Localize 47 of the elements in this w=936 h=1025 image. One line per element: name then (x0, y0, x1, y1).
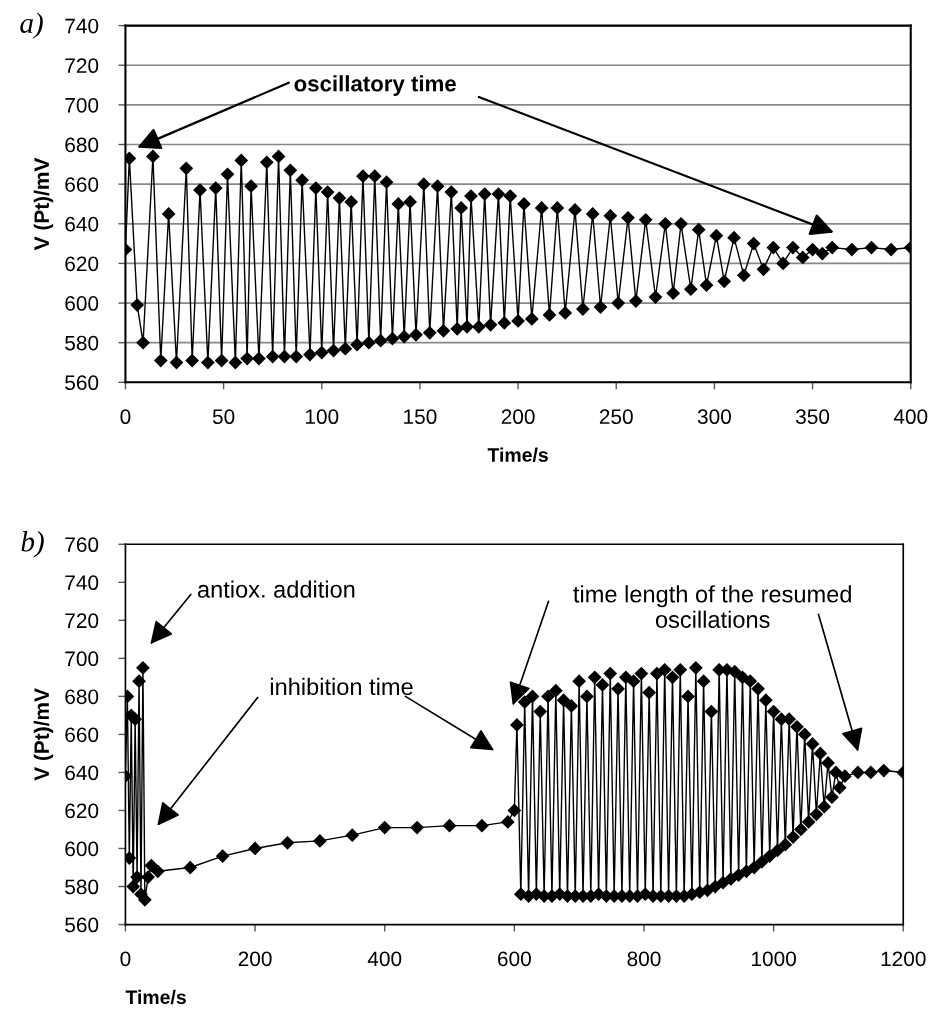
y-tick-label: 560 (65, 375, 99, 391)
x-tick-label: 300 (697, 409, 731, 425)
x-tick-label: 250 (599, 409, 633, 425)
x-tick-label: 800 (627, 951, 661, 967)
chart-title: b) (21, 531, 44, 558)
x-tick-label: 0 (120, 409, 131, 425)
x-tick-label: 150 (404, 409, 437, 425)
y-tick-label: 760 (65, 537, 99, 553)
y-axis-title: V (Pt)/mV (33, 157, 54, 251)
y-tick-label: 600 (65, 841, 99, 857)
x-tick-label: 50 (212, 409, 235, 425)
y-tick-label: 620 (65, 803, 99, 819)
y-tick-label: 660 (65, 177, 99, 192)
x-tick-label: 100 (305, 409, 339, 425)
y-tick-label: 560 (65, 917, 99, 933)
x-axis-title: Time/s (487, 447, 548, 463)
x-tick-label: 400 (893, 409, 928, 425)
y-tick-label: 640 (65, 216, 99, 232)
x-axis-title: Time/s (125, 989, 186, 1005)
y-tick-label: 740 (65, 575, 99, 591)
y-tick-label: 700 (65, 651, 99, 667)
y-tick-label: 740 (65, 18, 99, 34)
chart-title: a) (20, 12, 43, 39)
y-tick-label: 580 (65, 335, 99, 351)
y-tick-label: 680 (65, 689, 99, 705)
y-tick-label: 660 (65, 727, 99, 743)
x-tick-label: 1200 (881, 951, 926, 967)
y-tick-label: 700 (65, 97, 99, 113)
y-tick-label: 680 (65, 137, 99, 153)
x-tick-label: 400 (367, 951, 402, 967)
annotation: oscillatory time (294, 75, 456, 96)
x-tick-label: 350 (795, 409, 830, 425)
y-tick-label: 720 (65, 613, 99, 629)
annotation: inhibition time (270, 677, 413, 696)
y-tick-label: 600 (65, 296, 99, 311)
y-tick-label: 580 (65, 879, 99, 895)
y-tick-label: 640 (65, 765, 99, 781)
x-tick-label: 200 (501, 409, 535, 425)
x-tick-label: 600 (498, 951, 531, 967)
annotation: time length of the resumed oscillations (573, 585, 851, 628)
y-axis-title: V (Pt)/mV (33, 688, 54, 781)
x-tick-label: 0 (120, 951, 131, 967)
x-tick-label: 1000 (752, 951, 796, 967)
x-tick-label: 200 (238, 951, 272, 967)
y-tick-label: 720 (65, 58, 99, 74)
y-tick-label: 620 (65, 256, 99, 272)
annotation: antiox. addition (197, 580, 355, 598)
